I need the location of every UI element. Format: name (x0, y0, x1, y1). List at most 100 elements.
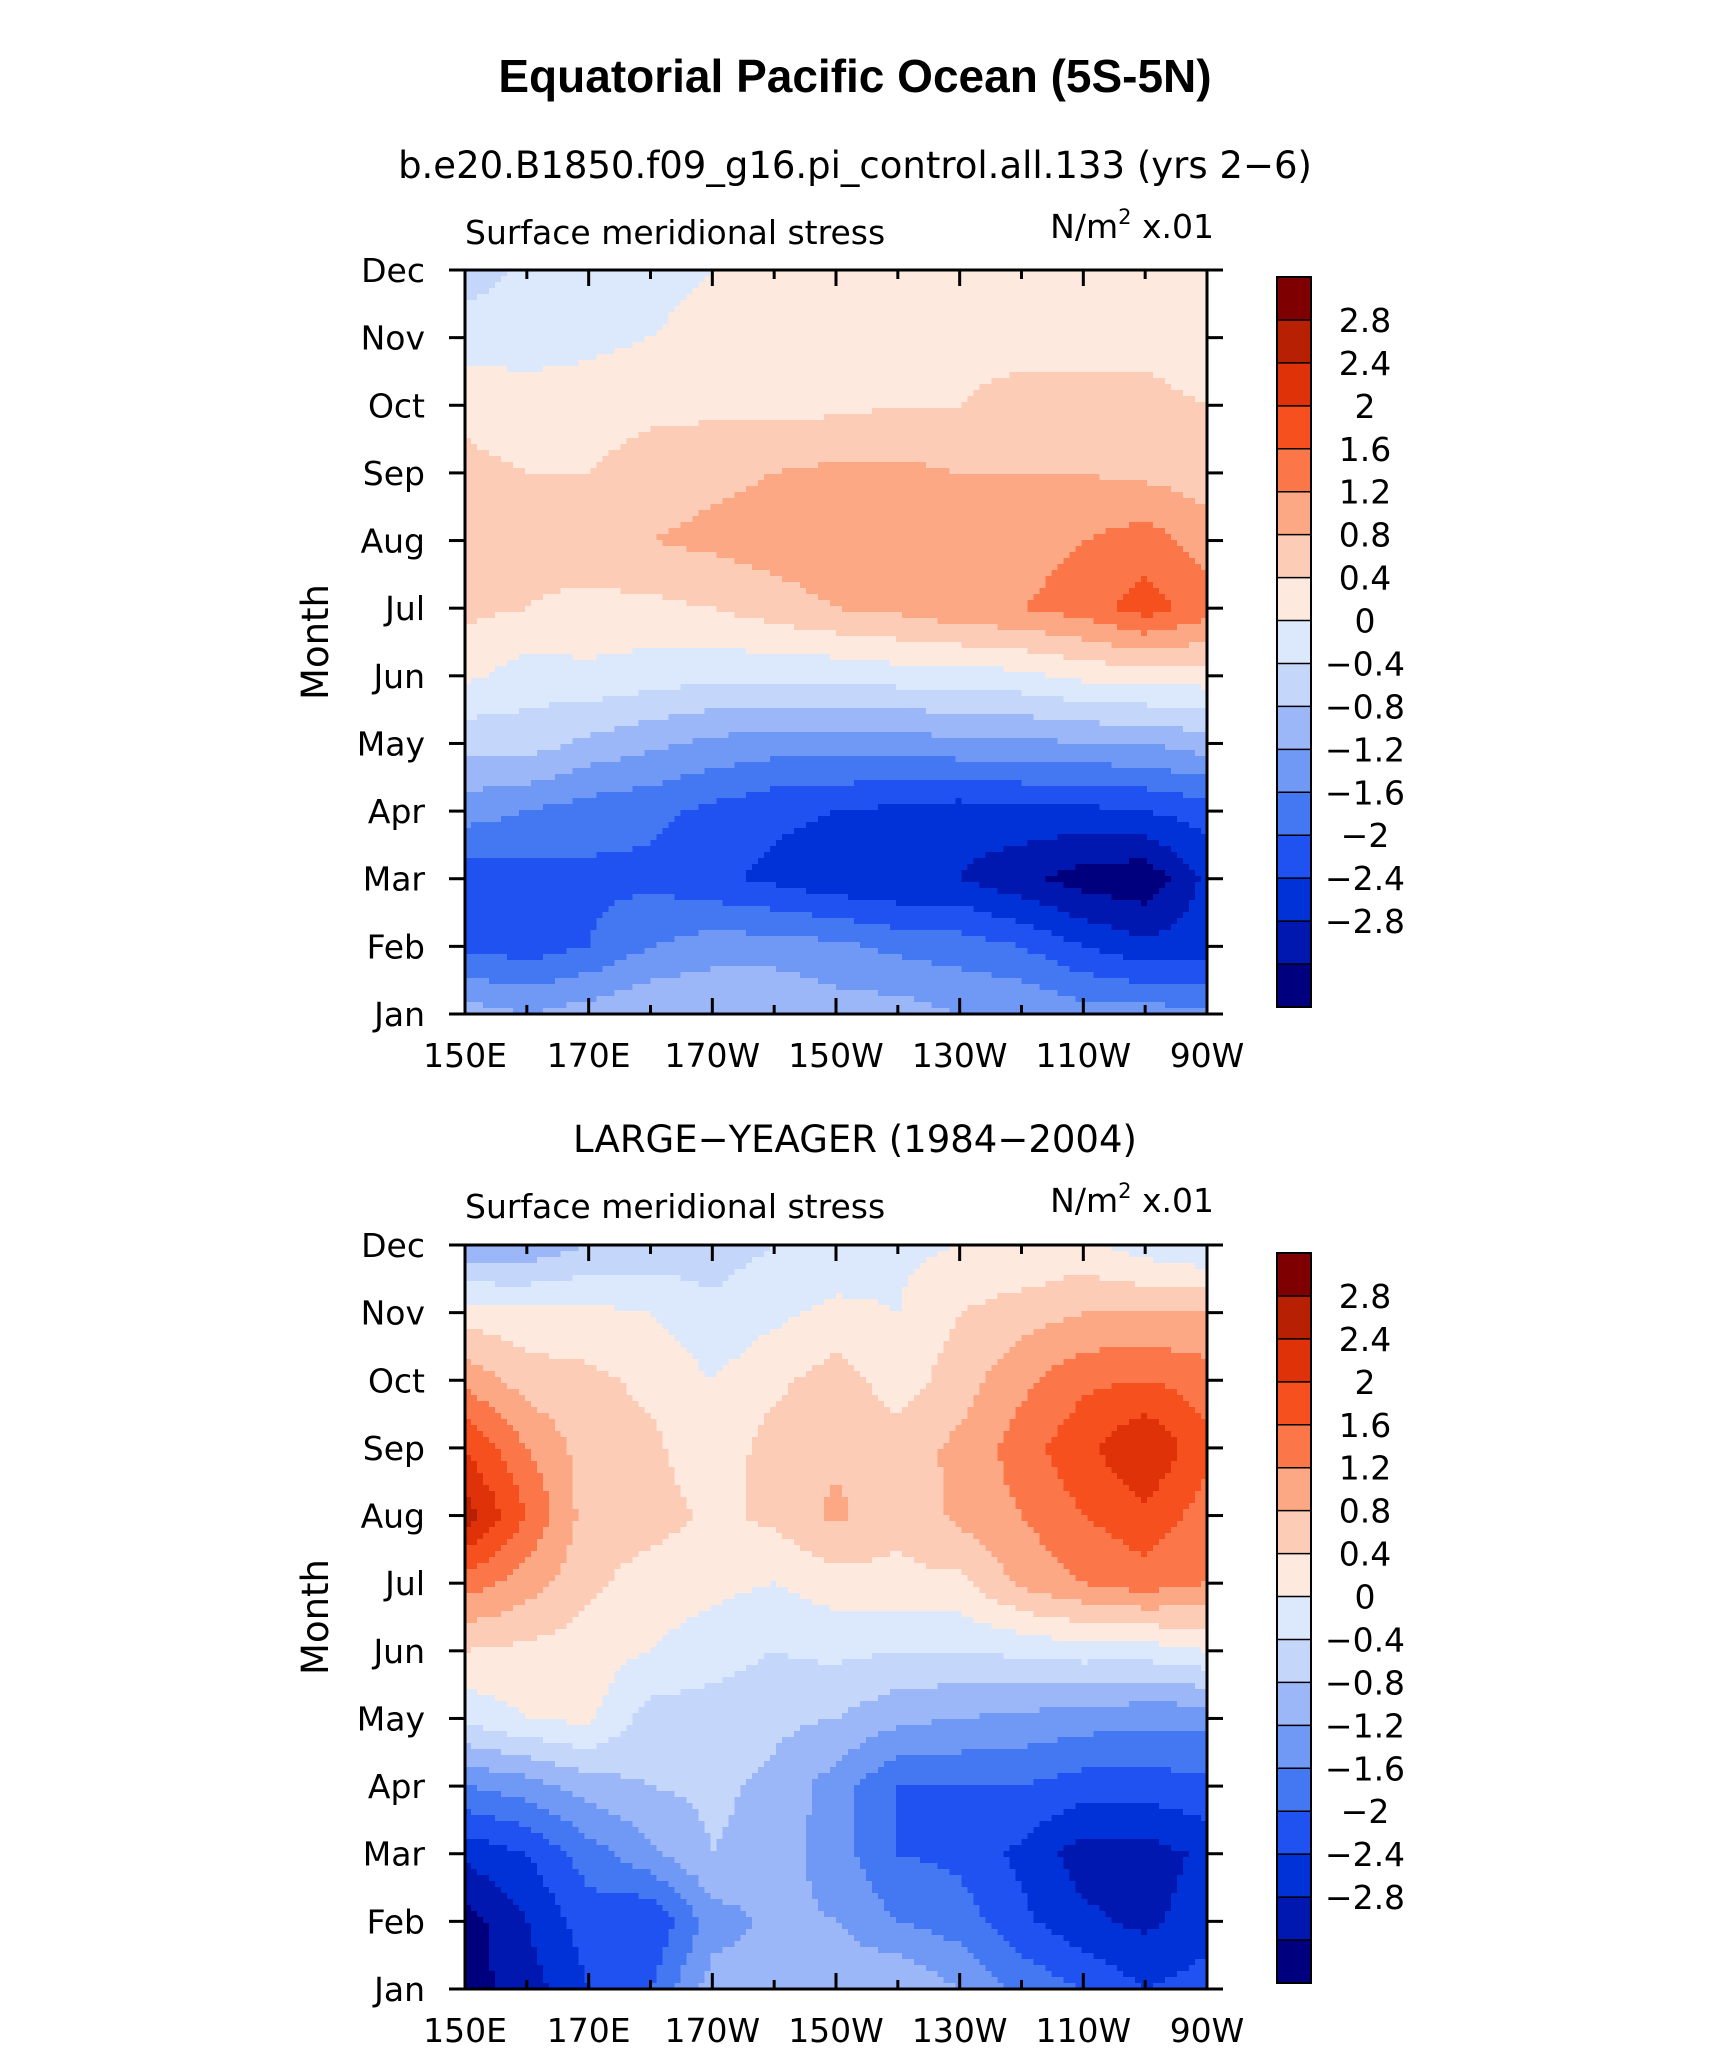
colorbar-swatch (1277, 1339, 1311, 1382)
y-tick-label: Apr (368, 1767, 426, 1806)
colorbar-swatch (1277, 1296, 1311, 1339)
x-tick-label: 150W (788, 2011, 884, 2050)
y-tick-label: Jul (383, 589, 425, 628)
colorbar-swatch (1277, 1854, 1311, 1897)
y-tick-label: Jul (383, 1564, 425, 1603)
y-tick-label: Feb (367, 1902, 425, 1941)
colorbar-swatch (1277, 363, 1311, 406)
colorbar-label: −0.4 (1325, 1620, 1405, 1659)
colorbar-label: 2 (1355, 387, 1376, 426)
colorbar-swatch (1277, 1597, 1311, 1640)
y-tick-label: Jun (371, 657, 425, 696)
colorbar-label: 0 (1355, 1578, 1376, 1617)
colorbar-swatch (1277, 706, 1311, 749)
colorbar-label: −2.4 (1325, 1835, 1405, 1874)
colorbar-swatch (1277, 449, 1311, 492)
variable-label: Surface meridional stress (465, 213, 885, 252)
colorbar-swatch (1277, 1682, 1311, 1725)
colorbar-label: 1.6 (1339, 1406, 1391, 1445)
x-tick-label: 170E (547, 1036, 631, 1075)
colorbar-swatch (1277, 878, 1311, 921)
y-axis-title: Month (294, 584, 337, 700)
colorbar-swatch (1277, 1425, 1311, 1468)
colorbar-swatch (1277, 535, 1311, 578)
x-tick-label: 110W (1036, 1036, 1132, 1075)
colorbar-label: −0.8 (1325, 1663, 1405, 1702)
y-tick-label: Jan (372, 995, 425, 1034)
colorbar-swatch (1277, 1725, 1311, 1768)
y-tick-label: May (357, 724, 425, 763)
y-tick-label: Jun (371, 1632, 425, 1671)
colorbar-label: −2 (1341, 1792, 1390, 1831)
y-tick-label: Feb (367, 927, 425, 966)
y-tick-label: Apr (368, 792, 426, 831)
x-tick-label: 170E (547, 2011, 631, 2050)
y-tick-label: Nov (361, 1294, 425, 1333)
colorbar-label: 2.4 (1339, 344, 1391, 383)
x-tick-label: 90W (1170, 1036, 1245, 1075)
y-tick-label: May (357, 1699, 425, 1738)
units-label: N/m2 x.01 (1050, 1179, 1214, 1220)
x-tick-label: 130W (912, 1036, 1008, 1075)
colorbar-swatch (1277, 1897, 1311, 1940)
y-tick-label: Dec (361, 1226, 425, 1265)
colorbar-swatch (1277, 663, 1311, 706)
colorbar-label: −0.4 (1325, 644, 1405, 683)
y-tick-label: Sep (363, 1429, 425, 1468)
colorbar-label: 0.4 (1339, 559, 1391, 598)
colorbar-swatch (1277, 320, 1311, 363)
x-tick-label: 170W (665, 2011, 761, 2050)
colorbar-label: 2.4 (1339, 1320, 1391, 1359)
variable-label: Surface meridional stress (465, 1187, 885, 1226)
contour-field (465, 270, 1208, 1015)
colorbar-swatch (1277, 792, 1311, 835)
colorbar-label: −0.8 (1325, 687, 1405, 726)
panel-2: LARGE−YEAGER (1984−2004)Surface meridion… (294, 1118, 1405, 2050)
colorbar-swatch (1277, 621, 1311, 664)
colorbar-label: 1.2 (1339, 1449, 1391, 1488)
colorbar-swatch (1277, 1639, 1311, 1682)
colorbar-swatch (1277, 406, 1311, 449)
colorbar-swatch (1277, 1511, 1311, 1554)
colorbar-swatch (1277, 492, 1311, 535)
colorbar-swatch (1277, 578, 1311, 621)
colorbar-label: 2 (1355, 1363, 1376, 1402)
colorbar-label: −1.2 (1325, 730, 1405, 769)
x-tick-label: 170W (665, 1036, 761, 1075)
colorbar-swatch (1277, 964, 1311, 1007)
colorbar-swatch (1277, 1554, 1311, 1597)
y-tick-label: Oct (368, 386, 425, 425)
x-tick-label: 150W (788, 1036, 884, 1075)
colorbar-swatch (1277, 1468, 1311, 1511)
colorbar-label: −1.2 (1325, 1706, 1405, 1745)
colorbar-label: 0 (1355, 602, 1376, 641)
colorbar-label: −2.8 (1325, 1878, 1405, 1917)
y-tick-label: Jan (372, 1970, 425, 2009)
x-tick-label: 110W (1036, 2011, 1132, 2050)
y-tick-label: Aug (361, 1497, 425, 1536)
contour-field (465, 1245, 1208, 1990)
y-tick-label: Oct (368, 1361, 425, 1400)
colorbar-label: 2.8 (1339, 1277, 1391, 1316)
colorbar-label: −2.8 (1325, 902, 1405, 941)
colorbar: 2.82.421.61.20.80.40−0.4−0.8−1.2−1.6−2−2… (1277, 277, 1405, 1008)
colorbar-label: 0.8 (1339, 1492, 1391, 1531)
y-axis-title: Month (294, 1559, 337, 1675)
x-tick-label: 150E (423, 2011, 507, 2050)
y-tick-label: Dec (361, 251, 425, 290)
colorbar-swatch (1277, 1940, 1311, 1983)
units-label: N/m2 x.01 (1050, 205, 1214, 246)
colorbar-swatch (1277, 1382, 1311, 1425)
y-tick-label: Mar (363, 1835, 426, 1874)
colorbar-swatch (1277, 921, 1311, 964)
colorbar-label: 1.2 (1339, 473, 1391, 512)
x-tick-label: 130W (912, 2011, 1008, 2050)
colorbar-label: −1.6 (1325, 1749, 1405, 1788)
colorbar-swatch (1277, 1811, 1311, 1854)
figure-title: Equatorial Pacific Ocean (5S-5N) (498, 50, 1211, 102)
colorbar-swatch (1277, 1768, 1311, 1811)
colorbar-label: 0.8 (1339, 516, 1391, 555)
colorbar-swatch (1277, 835, 1311, 878)
y-tick-label: Mar (363, 860, 426, 899)
colorbar-swatch (1277, 277, 1311, 320)
